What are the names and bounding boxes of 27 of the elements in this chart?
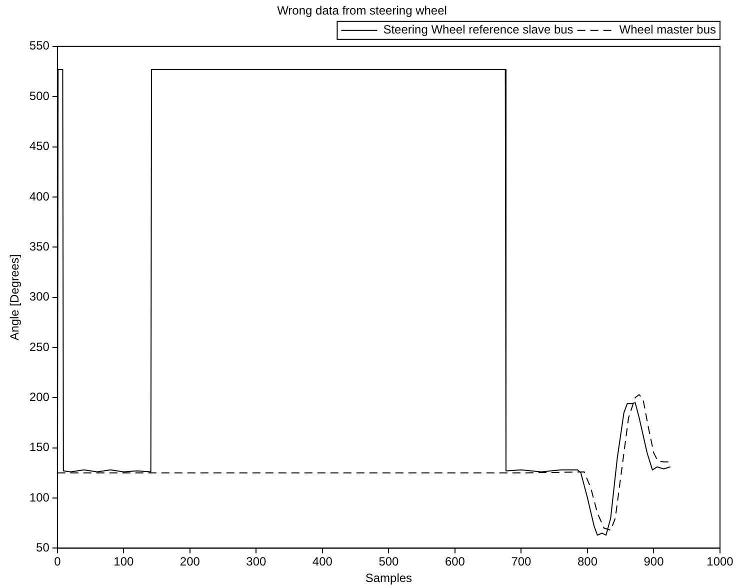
x-tick-label: 200: [180, 554, 200, 569]
y-tick-label: 500: [29, 88, 50, 103]
y-tick-label: 400: [29, 189, 50, 204]
x-tick-label: 900: [644, 554, 664, 569]
y-tick-label: 550: [29, 38, 50, 53]
x-tick-label: 1000: [706, 554, 734, 569]
x-tick-label: 100: [114, 554, 134, 569]
y-tick-label: 150: [29, 440, 50, 454]
y-tick-label: 300: [29, 290, 50, 304]
y-tick-label: 200: [29, 390, 50, 404]
y-tick-label: 100: [29, 490, 50, 504]
x-tick-label: 800: [577, 554, 598, 569]
x-tick-label: 500: [378, 554, 400, 569]
x-tick-label: 0: [54, 554, 62, 569]
x-tick-label: 300: [246, 554, 267, 569]
chart-title: Wrong data from steering wheel: [277, 4, 447, 18]
x-tick-label: 600: [444, 554, 466, 569]
x-tick-label: 400: [312, 554, 333, 569]
y-axis-title: Angle [Degrees]: [8, 254, 22, 340]
y-tick-label: 250: [29, 340, 50, 354]
x-tick-label: 700: [511, 554, 532, 569]
y-tick-label: 50: [36, 540, 50, 555]
y-tick-label: 450: [29, 139, 50, 154]
legend-label: Wheel master bus: [619, 22, 716, 37]
y-tick-label: 350: [29, 239, 50, 254]
x-axis-title: Samples: [365, 571, 412, 586]
legend-label: Steering Wheel reference slave bus: [383, 22, 574, 37]
